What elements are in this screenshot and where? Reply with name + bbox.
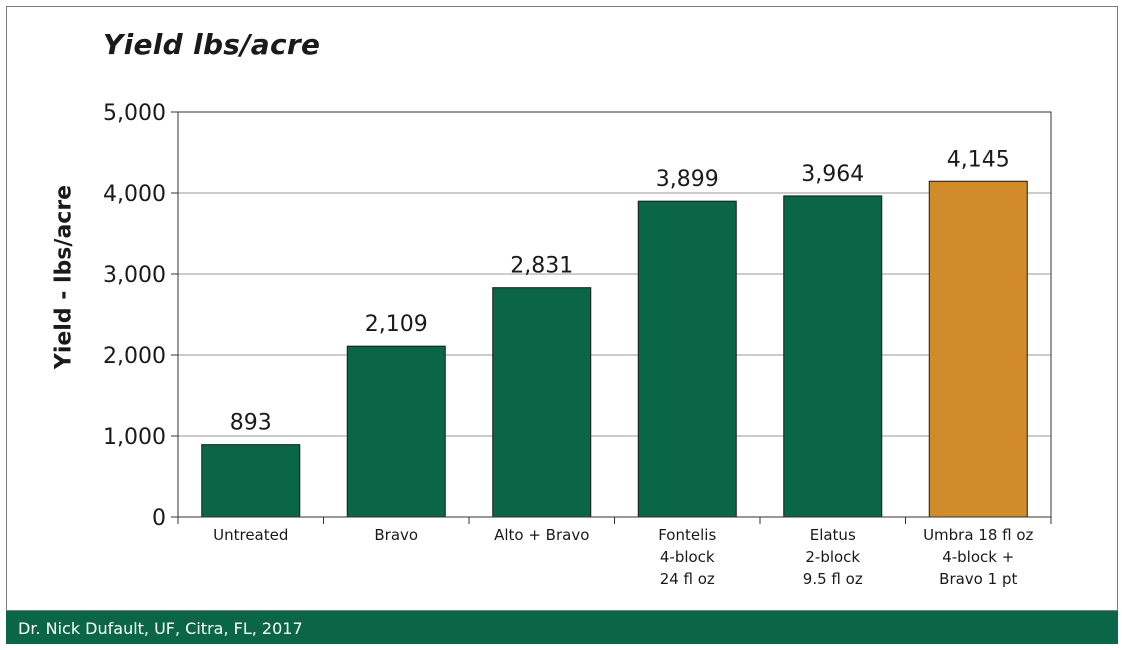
bar-value-label: 893 <box>230 411 272 436</box>
bar <box>346 345 446 518</box>
bar-value-label: 3,899 <box>656 167 719 192</box>
x-tick-label: Elatus <box>810 526 856 544</box>
bar-value-label: 3,964 <box>801 162 864 187</box>
x-tick-label: 24 fl oz <box>660 570 715 588</box>
y-tick-label: 3,000 <box>103 263 166 288</box>
bar-value-label: 2,109 <box>365 312 428 337</box>
x-tick-label: 2-block <box>805 548 860 566</box>
y-tick-label: 4,000 <box>103 182 166 207</box>
y-tick-label: 0 <box>152 506 166 531</box>
x-tick-label: Bravo <box>374 526 418 544</box>
y-tick-label: 2,000 <box>103 344 166 369</box>
x-tick-label: Untreated <box>213 526 288 544</box>
x-tick-label: 4-block <box>660 548 715 566</box>
x-tick-label: Umbra 18 fl oz <box>923 526 1033 544</box>
bar-value-label: 4,145 <box>947 147 1010 172</box>
plot-area <box>178 112 1051 517</box>
x-tick-label: Bravo 1 pt <box>939 570 1017 588</box>
x-tick-label: Fontelis <box>658 526 716 544</box>
y-tick-label: 5,000 <box>103 101 166 126</box>
bar <box>783 195 883 518</box>
bar <box>201 444 301 518</box>
bar <box>928 180 1028 518</box>
bar <box>492 287 592 518</box>
x-tick-label: 9.5 fl oz <box>803 570 863 588</box>
bar <box>637 200 737 518</box>
x-tick-label: Alto + Bravo <box>494 526 589 544</box>
footer-bar: Dr. Nick Dufault, UF, Citra, FL, 2017 <box>6 611 1118 644</box>
x-tick-label: 4-block + <box>942 548 1014 566</box>
bar-value-label: 2,831 <box>510 254 573 279</box>
y-tick-label: 1,000 <box>103 425 166 450</box>
chart-title: Yield lbs/acre <box>103 28 321 61</box>
plot-border <box>177 111 1052 518</box>
footer-credit: Dr. Nick Dufault, UF, Citra, FL, 2017 <box>18 619 303 638</box>
